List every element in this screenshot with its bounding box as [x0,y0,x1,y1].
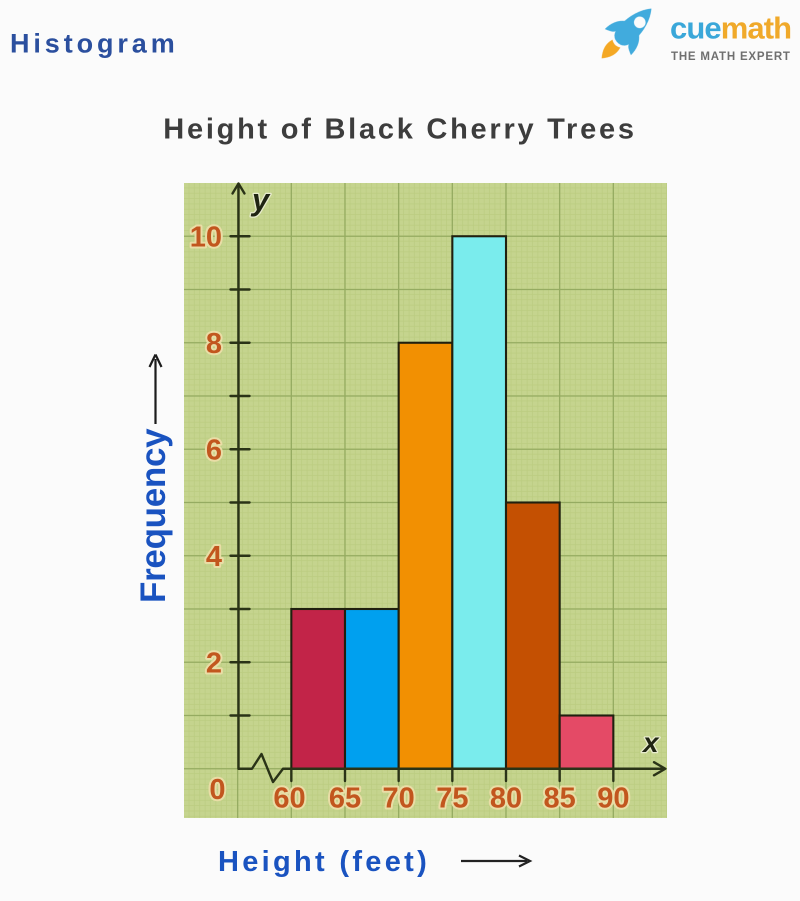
svg-text:Height of Black Cherry Trees: Height of Black Cherry Trees [163,114,636,146]
svg-text:0: 0 [209,774,225,806]
svg-text:8: 8 [206,328,222,360]
svg-text:6: 6 [206,435,222,467]
svg-text:10: 10 [190,222,222,254]
svg-text:THE MATH EXPERT: THE MATH EXPERT [671,51,791,63]
svg-text:4: 4 [206,541,222,573]
svg-text:80: 80 [490,783,522,815]
svg-text:cuemath: cuemath [670,11,791,46]
svg-text:70: 70 [383,783,415,815]
svg-text:y: y [250,182,271,217]
svg-text:75: 75 [436,783,468,815]
svg-text:2: 2 [206,648,222,680]
svg-text:Histogram: Histogram [10,29,179,59]
svg-text:Height (feet): Height (feet) [218,846,430,878]
svg-text:65: 65 [329,783,361,815]
svg-text:90: 90 [597,783,629,815]
svg-text:x: x [641,727,660,758]
svg-text:Frequency: Frequency [134,428,173,603]
svg-text:85: 85 [544,783,576,815]
svg-text:60: 60 [273,783,305,815]
